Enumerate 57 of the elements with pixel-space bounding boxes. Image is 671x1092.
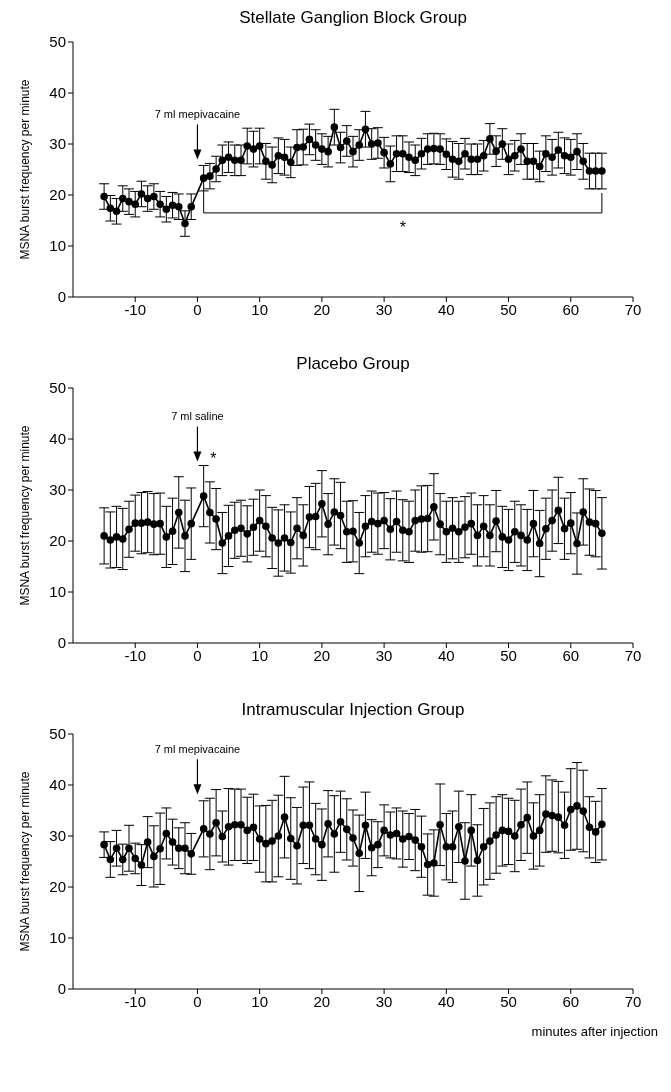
x-tick-label: 70 [624, 646, 642, 664]
annotation: 7 ml mepivacaine [154, 743, 241, 756]
x-tick-label: 10 [251, 300, 269, 318]
y-tick-label: 50 [49, 379, 66, 397]
x-tick-label: 40 [437, 992, 455, 1010]
y-tick-label: 20 [49, 532, 66, 550]
chart-title: Intramuscular Injection Group [240, 700, 466, 721]
y-tick-label: 20 [49, 186, 66, 204]
y-axis-title: MSNA burst frequency per minute [18, 79, 33, 260]
x-tick-label: 20 [313, 300, 331, 318]
x-tick-label: 0 [193, 646, 202, 664]
x-tick-label: 40 [437, 300, 455, 318]
x-tick-label: 70 [624, 300, 642, 318]
annotation: * [210, 449, 217, 467]
y-tick-label: 50 [49, 725, 66, 743]
x-tick-label: 40 [437, 646, 455, 664]
x-tick-label: 20 [313, 992, 331, 1010]
y-tick-label: 40 [49, 430, 66, 448]
annotation: 7 ml mepivacaine [154, 108, 241, 121]
x-tick-label: 10 [251, 992, 269, 1010]
x-tick-label: 20 [313, 646, 331, 664]
y-tick-label: 10 [49, 583, 66, 601]
y-tick-label: 0 [57, 634, 66, 652]
y-tick-label: 40 [49, 84, 66, 102]
y-tick-label: 30 [49, 135, 66, 153]
y-axis-title: MSNA burst frequency per minute [18, 771, 33, 952]
y-axis-title: MSNA burst frequency per minute [18, 425, 33, 606]
y-tick-label: 10 [49, 929, 66, 947]
y-tick-label: 0 [57, 980, 66, 998]
x-tick-label: 50 [500, 992, 517, 1010]
x-tick-label: 60 [562, 646, 580, 664]
x-tick-label: 50 [500, 646, 517, 664]
y-tick-label: 50 [49, 33, 66, 51]
annotation: 7 ml saline [171, 410, 224, 423]
x-tick-label: 30 [375, 646, 393, 664]
y-tick-label: 10 [49, 237, 66, 255]
y-tick-label: 30 [49, 481, 66, 499]
x-tick-label: 30 [375, 992, 393, 1010]
x-tick-label: 10 [251, 646, 269, 664]
x-tick-label: 0 [193, 300, 202, 318]
x-tick-label: -10 [124, 646, 147, 664]
annotation: * [399, 219, 406, 237]
x-tick-label: 60 [562, 300, 580, 318]
y-tick-label: 30 [49, 827, 66, 845]
x-tick-label: 30 [375, 300, 393, 318]
x-tick-label: 60 [562, 992, 580, 1010]
x-tick-label: 0 [193, 992, 202, 1010]
y-tick-label: 40 [49, 776, 66, 794]
chart-title: Placebo Group [295, 354, 411, 375]
x-tick-label: -10 [124, 300, 147, 318]
x-tick-label: 50 [500, 300, 517, 318]
y-tick-label: 20 [49, 878, 66, 896]
x-axis-title: minutes after injection [530, 1024, 658, 1039]
chart-title: Stellate Ganglion Block Group [238, 8, 468, 29]
x-tick-label: -10 [124, 992, 147, 1010]
x-tick-label: 70 [624, 992, 642, 1010]
y-tick-label: 0 [57, 288, 66, 306]
